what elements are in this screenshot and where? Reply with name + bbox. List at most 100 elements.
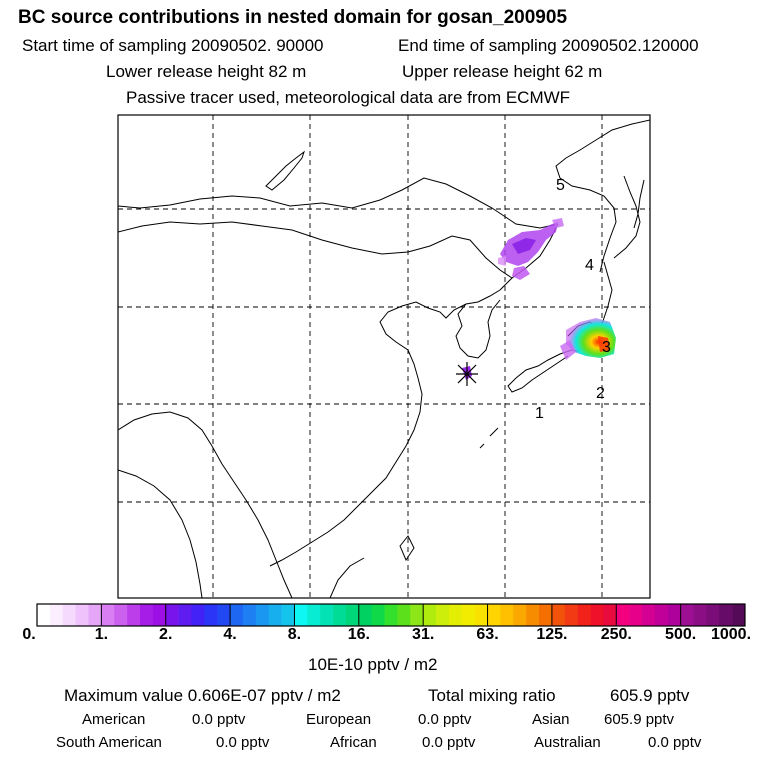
colorbar-cell (642, 604, 656, 626)
max-value: Maximum value 0.606E-07 pptv / m2 (64, 686, 341, 705)
colorbar-cell (461, 604, 475, 626)
colorbar-tick-label: 63. (476, 626, 499, 643)
lower-release-height: Lower release height 82 m (106, 62, 307, 81)
colorbar-cell (49, 604, 64, 626)
colorbar-cell (204, 604, 218, 626)
colorbar-cell (423, 604, 437, 626)
american-label: American (82, 711, 146, 728)
concentration-plume-north (498, 218, 564, 280)
region-label-4: 4 (585, 257, 594, 274)
colorbar-cell (152, 604, 167, 626)
colorbar-cell (448, 604, 463, 626)
colorbar-cell (384, 604, 398, 626)
colorbar-cell (629, 604, 643, 626)
colorbar-cell (88, 604, 102, 626)
colorbar-cell (603, 604, 617, 626)
australian-value: 0.0 pptv (648, 734, 702, 751)
colorbar-cell (436, 604, 450, 626)
concentration-plume-japan (560, 318, 616, 360)
colorbar-cell (268, 604, 282, 626)
total-mixing-ratio-label: Total mixing ratio (428, 686, 556, 705)
colorbar-cell (139, 604, 154, 626)
receptor-star-marker (456, 362, 478, 386)
colorbar-units: 10E-10 pptv / m2 (308, 655, 438, 674)
map-frame (117, 114, 651, 599)
colorbar-tick-label: 4. (223, 626, 237, 643)
coastlines (118, 119, 650, 598)
colorbar-cell (165, 604, 179, 626)
colorbar-tick-label: 1000. (710, 626, 752, 643)
european-label: European (306, 711, 372, 728)
colorbar-cell (294, 604, 308, 626)
colorbar-cell (500, 604, 514, 626)
tracer-note: Passive tracer used, meteorological data… (126, 88, 571, 107)
colorbar-cell (590, 604, 604, 626)
colorbar-cell (410, 604, 424, 626)
asian-value: 605.9 pptv (604, 711, 675, 728)
colorbar-cell (320, 604, 334, 626)
colorbar-cell (127, 604, 141, 626)
european-value: 0.0 pptv (418, 711, 472, 728)
colorbar-cell (551, 604, 566, 626)
colorbar-cell (539, 604, 553, 626)
start-time: Start time of sampling 20090502. 90000 (22, 36, 324, 55)
colorbar-tick-label: 16. (347, 626, 370, 643)
colorbar-cell (474, 604, 488, 626)
colorbar-cell (654, 604, 669, 626)
colorbar-cell (732, 604, 746, 626)
colorbar-cell (255, 604, 270, 626)
plot-title: BC source contributions in nested domain… (18, 7, 568, 28)
region-label-2: 2 (596, 385, 605, 402)
colorbar-tick-label: 500. (665, 626, 697, 643)
colorbar-tick-label: 0. (22, 626, 36, 643)
total-mixing-ratio-value: 605.9 pptv (610, 686, 690, 705)
colorbar-cell (719, 604, 733, 626)
colorbar-cell (706, 604, 720, 626)
south-american-value: 0.0 pptv (216, 734, 270, 751)
asian-label: Asian (532, 711, 570, 728)
colorbar-cell (281, 604, 295, 626)
colorbar-cell (616, 604, 630, 626)
end-time: End time of sampling 20090502.120000 (398, 36, 699, 55)
american-value: 0.0 pptv (192, 711, 246, 728)
colorbar-cell (371, 604, 385, 626)
colorbar-cell (101, 604, 115, 626)
colorbar-tick-label: 250. (600, 626, 632, 643)
colorbar-cell (526, 604, 540, 626)
colorbar-cell (37, 604, 51, 626)
south-american-label: South American (56, 734, 162, 751)
african-value: 0.0 pptv (422, 734, 476, 751)
colorbar-tick-label: 8. (287, 626, 302, 643)
colorbar-cell (217, 604, 231, 626)
colorbar-cell (358, 604, 372, 626)
sampling-times: Start time of sampling 20090502. 90000 E… (22, 36, 699, 56)
lat-lon-grid (118, 115, 650, 598)
colorbar-cell (333, 604, 347, 626)
colorbar-cell (577, 604, 591, 626)
colorbar-cell (62, 604, 76, 626)
australian-label: Australian (534, 734, 601, 751)
upper-release-height: Upper release height 62 m (402, 62, 603, 81)
colorbar-tick-label: 125. (536, 626, 568, 643)
colorbar-cell (307, 604, 321, 626)
colorbar-tick-label: 2. (159, 626, 173, 643)
colorbar-tick-label: 1. (94, 626, 109, 643)
colorbar-cell (345, 604, 360, 626)
colorbar-cell (513, 604, 527, 626)
colorbar-cell (178, 604, 192, 626)
colorbar-cell (114, 604, 128, 626)
region-label-5: 5 (556, 177, 565, 194)
colorbar-cell (75, 604, 89, 626)
colorbar-cell (693, 604, 707, 626)
colorbar-cell (242, 604, 257, 626)
region-label-3: 3 (602, 339, 611, 356)
colorbar-cell (191, 604, 205, 626)
colorbar-frame (36, 603, 746, 627)
colorbar-cell (230, 604, 244, 626)
colorbar-tick-label: 31. (412, 626, 435, 643)
colorbar-cell (680, 604, 694, 626)
release-heights: Lower release height 82 m Upper release … (106, 62, 602, 82)
african-label: African (330, 734, 377, 751)
